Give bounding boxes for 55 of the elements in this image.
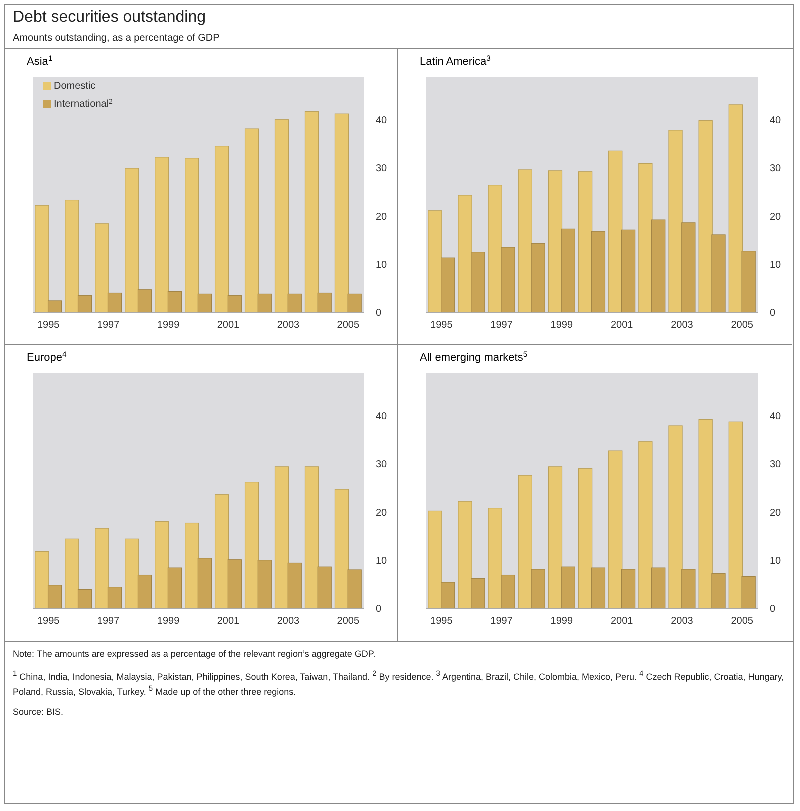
x-tick-label: 2001	[610, 320, 634, 332]
chart-title: Europe$^{4}$	[27, 350, 68, 364]
y-tick-label: 20	[376, 508, 388, 519]
text: $^{1}$ China, India, Indonesia, Malaysia, Pakistan, Philippines, South Korea, Taiwan, Thailand. $^{2}$ By residence. $^{3}$ Argentina, Brazil, Chile, Colombia, Mexico, Peru. $^{4}$ Czech Republic, Croatia, Hungary, Poland, Russia, Slovakia, Turkey. $^{5}$ Made up of the other three regions.	[13, 669, 784, 697]
y-tick-label: 30	[376, 460, 388, 471]
y-tick-label: 0	[376, 604, 382, 616]
x-tick-label: 2001	[610, 616, 634, 628]
x-tick-label: 2001	[217, 616, 240, 628]
legend-label: Domestic	[54, 81, 96, 92]
x-tick-label: 1999	[157, 616, 180, 628]
x-tick-label: 1999	[550, 320, 574, 332]
x-tick-label: 1997	[97, 320, 120, 332]
x-tick-label: 1995	[430, 320, 454, 332]
legend-label: International$^{2}$	[54, 98, 114, 110]
y-tick-label: 20	[376, 212, 388, 223]
x-tick-label: 2003	[671, 616, 694, 628]
x-tick-label: 1997	[490, 320, 514, 332]
y-tick-label: 40	[376, 412, 388, 423]
y-tick-label: 40	[770, 412, 782, 423]
y-tick-label: 10	[770, 260, 782, 272]
y-tick-label: 40	[376, 116, 388, 127]
y-tick-label: 10	[376, 260, 388, 272]
x-tick-label: 2003	[277, 616, 300, 628]
x-tick-label: 1995	[37, 320, 60, 332]
x-tick-label: 2005	[731, 616, 754, 628]
x-tick-label: 2003	[671, 320, 694, 332]
x-tick-label: 1999	[157, 320, 180, 332]
y-tick-label: 40	[770, 116, 782, 127]
x-tick-label: 1995	[37, 616, 60, 628]
y-tick-label: 10	[376, 556, 388, 568]
chart-title: Asia$^{1}$	[27, 54, 53, 68]
x-tick-label: 2005	[337, 320, 360, 332]
text: Amounts outstanding, as a percentage of GDP	[13, 33, 221, 44]
chart-title: All emerging markets$^{5}$	[420, 350, 528, 364]
x-tick-label: 2001	[217, 320, 240, 332]
x-tick-label: 1999	[550, 616, 574, 628]
y-tick-label: 20	[770, 212, 782, 223]
x-tick-label: 2005	[731, 320, 754, 332]
x-tick-label: 2005	[337, 616, 360, 628]
text: Debt securities outstanding	[13, 9, 207, 27]
y-tick-label: 10	[770, 556, 782, 568]
text: Note: The amounts are expressed as a percentage of the relevant region’s aggregate GDP.	[13, 648, 377, 660]
x-tick-label: 1997	[490, 616, 514, 628]
chart-title: Latin America$^{3}$	[420, 54, 491, 68]
y-tick-label: 20	[770, 508, 782, 519]
x-tick-label: 1995	[430, 616, 454, 628]
y-tick-label: 30	[770, 164, 782, 175]
source-note: Source: BIS.	[13, 706, 65, 718]
y-tick-label: 0	[770, 604, 776, 616]
y-tick-label: 0	[770, 308, 776, 320]
y-tick-label: 30	[376, 164, 388, 175]
x-tick-label: 1997	[97, 616, 120, 628]
y-tick-label: 0	[376, 308, 382, 320]
x-tick-label: 2003	[277, 320, 300, 332]
y-tick-label: 30	[770, 460, 782, 471]
